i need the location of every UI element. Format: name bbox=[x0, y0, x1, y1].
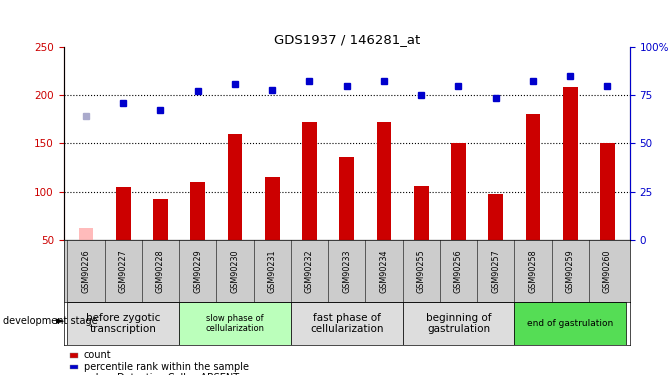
Bar bbox=[68, 302, 179, 345]
Bar bbox=[525, 114, 541, 240]
Text: GSM90230: GSM90230 bbox=[230, 249, 239, 292]
Text: percentile rank within the sample: percentile rank within the sample bbox=[84, 362, 249, 372]
Text: before zygotic
transcription: before zygotic transcription bbox=[86, 313, 160, 334]
Bar bbox=[377, 122, 391, 240]
Text: GSM90231: GSM90231 bbox=[268, 249, 277, 292]
Bar bbox=[488, 194, 503, 240]
Bar bbox=[265, 177, 279, 240]
Text: GSM90233: GSM90233 bbox=[342, 249, 351, 292]
Bar bbox=[563, 87, 578, 240]
Text: GSM90260: GSM90260 bbox=[603, 249, 612, 292]
Text: value, Detection Call = ABSENT: value, Detection Call = ABSENT bbox=[84, 373, 239, 375]
Text: end of gastrulation: end of gastrulation bbox=[527, 319, 613, 328]
Text: fast phase of
cellularization: fast phase of cellularization bbox=[310, 313, 383, 334]
Text: slow phase of
cellularization: slow phase of cellularization bbox=[206, 314, 265, 333]
Bar bbox=[291, 302, 403, 345]
Text: count: count bbox=[84, 351, 111, 360]
Bar bbox=[153, 200, 168, 240]
Bar bbox=[179, 302, 291, 345]
Title: GDS1937 / 146281_at: GDS1937 / 146281_at bbox=[273, 33, 420, 46]
Bar bbox=[78, 228, 93, 240]
Text: beginning of
gastrulation: beginning of gastrulation bbox=[425, 313, 491, 334]
Bar bbox=[451, 144, 466, 240]
Bar bbox=[190, 182, 205, 240]
Text: GSM90229: GSM90229 bbox=[193, 249, 202, 293]
Bar bbox=[414, 186, 429, 240]
Bar bbox=[515, 302, 626, 345]
Bar bbox=[339, 157, 354, 240]
Text: GSM90228: GSM90228 bbox=[156, 249, 165, 293]
Bar bbox=[116, 187, 131, 240]
Bar bbox=[600, 144, 615, 240]
Bar bbox=[403, 302, 515, 345]
Text: GSM90227: GSM90227 bbox=[119, 249, 128, 293]
Text: ►: ► bbox=[56, 316, 64, 326]
Text: GSM90256: GSM90256 bbox=[454, 249, 463, 293]
Text: GSM90232: GSM90232 bbox=[305, 249, 314, 293]
Text: GSM90259: GSM90259 bbox=[565, 249, 575, 293]
Text: GSM90255: GSM90255 bbox=[417, 249, 425, 293]
Text: GSM90226: GSM90226 bbox=[82, 249, 90, 293]
Text: GSM90234: GSM90234 bbox=[379, 249, 389, 292]
Bar bbox=[302, 122, 317, 240]
Text: GSM90258: GSM90258 bbox=[529, 249, 537, 293]
Text: development stage: development stage bbox=[3, 316, 98, 326]
Text: GSM90257: GSM90257 bbox=[491, 249, 500, 293]
Bar bbox=[228, 134, 243, 240]
